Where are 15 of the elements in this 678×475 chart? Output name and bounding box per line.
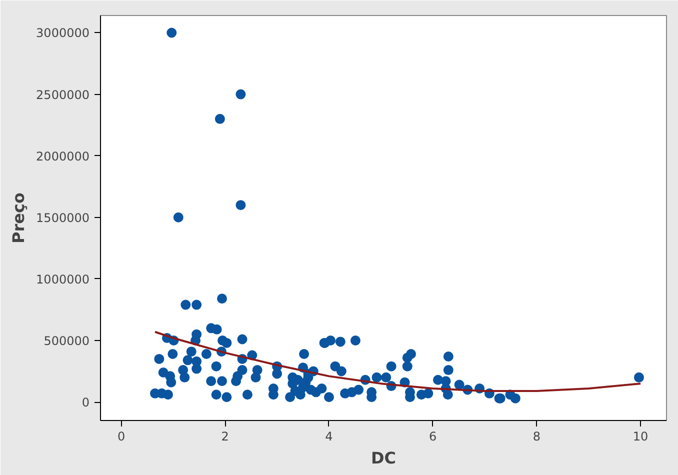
y-axis-title: Preço <box>9 192 28 244</box>
x-tick-label: 4 <box>325 430 333 444</box>
y-tick-label: 500000 <box>44 334 90 348</box>
y-tick-label: 3000000 <box>36 26 90 40</box>
y-tick-label: 0 <box>82 396 90 410</box>
x-tick-label: 2 <box>221 430 229 444</box>
y-tick-label: 1500000 <box>36 210 90 225</box>
x-tick-label: 10 <box>632 430 648 444</box>
y-tick-label: 2500000 <box>36 88 90 102</box>
x-tick-label: 8 <box>532 430 541 444</box>
y-tick-label: 1000000 <box>36 272 90 286</box>
x-tick-label: 6 <box>429 430 437 444</box>
y-tick-label: 2000000 <box>36 149 90 164</box>
x-tick-label: 0 <box>117 430 126 444</box>
x-axis-title: DC <box>370 448 396 468</box>
